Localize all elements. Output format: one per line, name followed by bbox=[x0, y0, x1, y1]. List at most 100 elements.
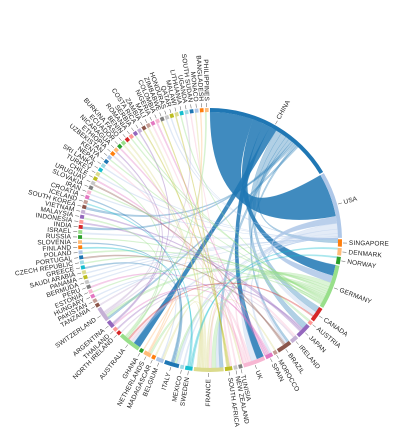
tick-ghana bbox=[137, 352, 141, 357]
tick-romania bbox=[126, 130, 130, 135]
tick-uruguay bbox=[86, 179, 91, 183]
arc-spain bbox=[264, 352, 274, 360]
tick-tanzania bbox=[91, 306, 95, 309]
label-israel: ISRAEL bbox=[47, 227, 72, 235]
ribbon-france-belgium bbox=[161, 301, 207, 369]
tick-iran bbox=[82, 189, 87, 192]
ribbon-usa-pakistan bbox=[96, 239, 339, 302]
tick-belgium bbox=[157, 362, 160, 367]
arc-belgium bbox=[155, 356, 165, 364]
tick-chile bbox=[89, 175, 93, 178]
ribbon-south-africa-zimbabwe bbox=[161, 121, 229, 367]
tick-netherlands bbox=[143, 356, 147, 361]
arc-iceland bbox=[83, 199, 89, 205]
arc-romania bbox=[128, 133, 135, 140]
arc-qatar bbox=[169, 113, 175, 119]
arc-netherlands bbox=[143, 350, 152, 358]
ribbon-germany-romania bbox=[130, 138, 324, 300]
label-bangladesh: BANGLADESH bbox=[194, 55, 204, 101]
label-denmark: DENMARK bbox=[348, 249, 383, 259]
ribbon-usa-uk bbox=[241, 223, 338, 362]
tick-nicaragua bbox=[110, 144, 115, 149]
tick-mali bbox=[144, 119, 148, 123]
label-sweden: SWEDEN bbox=[179, 376, 191, 406]
ribbon-netherlands-bangladesh bbox=[147, 112, 203, 353]
tick-switzerland bbox=[97, 315, 101, 319]
ribbon-china-canada bbox=[252, 133, 320, 313]
tick-benin bbox=[122, 134, 126, 138]
tick-spain bbox=[270, 358, 273, 363]
arc-panama bbox=[82, 274, 88, 280]
tick-slovakia bbox=[84, 184, 89, 187]
tick-canada bbox=[319, 315, 323, 319]
ribbon-uk-nigeria bbox=[151, 124, 244, 364]
tick-thailand bbox=[110, 331, 114, 335]
tick-germany bbox=[333, 287, 338, 290]
ribbon-usa-bermuda bbox=[88, 238, 339, 284]
arc-chile bbox=[92, 176, 99, 182]
arc-hungary bbox=[90, 293, 96, 299]
arc-vietnam bbox=[80, 209, 86, 215]
tick-zambia bbox=[140, 121, 143, 126]
ribbon-argentina-costa-rica bbox=[112, 132, 170, 325]
arc-colombia bbox=[155, 118, 161, 124]
tick-morocco bbox=[276, 354, 279, 359]
arc-honduras bbox=[164, 114, 170, 120]
arc-greece bbox=[80, 265, 86, 270]
arc-iran bbox=[86, 190, 92, 195]
tick-brazil bbox=[285, 349, 289, 353]
arc-israel bbox=[78, 229, 83, 234]
ribbon-france-mali bbox=[147, 127, 203, 368]
label-italy: ITALY bbox=[161, 371, 173, 391]
tick-peru bbox=[82, 287, 86, 290]
arc-czech-republic bbox=[79, 260, 85, 265]
label-poland: POLAND bbox=[44, 250, 72, 260]
label-germany: GERMANY bbox=[338, 287, 373, 306]
ribbon-spain-chile bbox=[96, 179, 266, 356]
tick-portugal bbox=[74, 257, 79, 259]
ribbon-spain-ecuador bbox=[119, 147, 266, 356]
arc-ghana bbox=[138, 347, 145, 354]
arc-zimbabwe bbox=[159, 116, 165, 122]
tick-saudi-arabia bbox=[77, 272, 82, 275]
arc-uganda bbox=[184, 109, 189, 115]
ribbon-uk-south-sudan bbox=[189, 113, 243, 364]
ribbons-layer bbox=[81, 111, 339, 369]
ribbon-china-japan bbox=[248, 130, 307, 329]
arc-indonesia bbox=[79, 219, 84, 224]
label-uk: UK bbox=[254, 370, 264, 382]
ribbon-germany-czech-republic bbox=[83, 256, 325, 299]
tick-zimbabwe bbox=[159, 112, 162, 117]
ribbon-germany-france bbox=[211, 271, 331, 369]
tick-iceland bbox=[78, 199, 83, 202]
arc-malaysia bbox=[79, 214, 85, 220]
tick-uganda bbox=[185, 105, 187, 110]
tick-uzbekistan bbox=[103, 152, 108, 156]
arc-croatia bbox=[84, 194, 90, 200]
tick-mexico bbox=[180, 369, 182, 374]
arc-lithuania bbox=[179, 110, 184, 116]
tick-pakistan bbox=[88, 301, 93, 305]
tick-vietnam bbox=[76, 210, 81, 212]
arc-norway bbox=[335, 256, 341, 265]
arc-slovakia bbox=[88, 185, 94, 191]
ribbon-germany-estonia bbox=[92, 268, 322, 304]
ribbon-china-singapore bbox=[257, 136, 339, 244]
arc-bermuda bbox=[84, 279, 90, 285]
tick-ireland bbox=[295, 341, 299, 345]
ribbon-france-benin bbox=[127, 141, 203, 368]
arc-nepal bbox=[100, 162, 107, 169]
arc-morocco bbox=[272, 349, 278, 356]
arc-uruguay bbox=[90, 180, 96, 186]
arc-russia bbox=[78, 235, 83, 239]
arc-slovenia bbox=[78, 240, 83, 245]
label-monaco: MONACO bbox=[189, 71, 199, 102]
ribbon-usa-turkey bbox=[98, 175, 339, 240]
tick-hungary bbox=[86, 297, 91, 300]
arc-india bbox=[78, 224, 83, 229]
label-france: FRANCE bbox=[205, 378, 212, 406]
arc-ecuador bbox=[117, 143, 123, 150]
arc-argentina bbox=[106, 319, 115, 329]
arc-tanzania bbox=[94, 302, 101, 308]
tick-norway bbox=[341, 260, 346, 262]
